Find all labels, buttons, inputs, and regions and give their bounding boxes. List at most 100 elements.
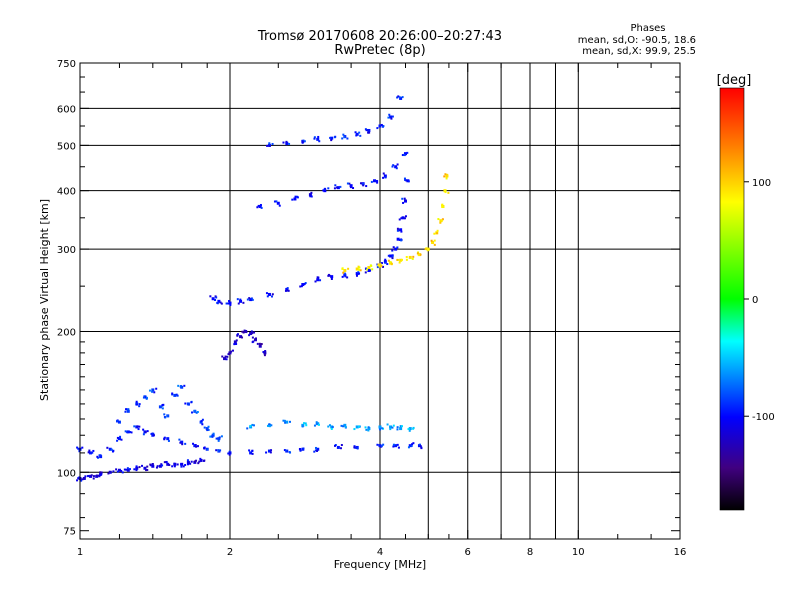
data-point-jitter <box>376 266 379 269</box>
data-point-jitter <box>358 268 361 271</box>
data-point-jitter <box>301 140 304 143</box>
data-point-jitter <box>353 445 356 448</box>
data-point-jitter <box>196 445 199 448</box>
data-point-jitter <box>317 276 320 279</box>
data-point-jitter <box>212 432 215 435</box>
data-point <box>239 299 243 303</box>
data-point-jitter <box>391 426 394 429</box>
data-point-jitter <box>142 396 145 399</box>
data-point-jitter <box>440 219 443 222</box>
data-point <box>408 444 412 448</box>
data-point-jitter <box>304 282 307 285</box>
data-point-jitter <box>176 394 179 397</box>
data-point <box>373 179 377 183</box>
data-point-jitter <box>266 424 269 427</box>
data-point-jitter <box>251 298 254 301</box>
data-point-jitter <box>305 424 308 427</box>
data-point-jitter <box>218 436 221 439</box>
data-point-jitter <box>339 185 342 188</box>
data-point-jitter <box>243 329 246 332</box>
data-point-jitter <box>173 465 176 468</box>
data-point <box>135 466 139 470</box>
data-point <box>330 136 334 140</box>
data-point-jitter <box>92 449 95 452</box>
data-point <box>378 264 382 268</box>
data-point-jitter <box>367 426 370 429</box>
data-point-jitter <box>161 407 164 410</box>
x-tick-label: 16 <box>674 547 687 558</box>
data-point-jitter <box>231 349 234 352</box>
data-point-jitter <box>444 189 447 192</box>
data-point-jitter <box>164 416 167 419</box>
data-point-jitter <box>388 113 391 116</box>
data-point-jitter <box>124 430 127 433</box>
data-point-jitter <box>236 333 239 336</box>
data-point-jitter <box>195 445 198 448</box>
data-point-jitter <box>310 191 313 194</box>
data-point <box>378 425 382 429</box>
x-tick-label: 6 <box>465 547 471 558</box>
data-point-jitter <box>125 468 128 471</box>
data-point <box>99 455 103 459</box>
data-point-jitter <box>260 206 263 209</box>
data-point-jitter <box>246 298 249 301</box>
data-point-jitter <box>314 449 317 452</box>
data-point-jitter <box>282 141 285 144</box>
data-point-jitter <box>148 389 151 392</box>
data-point-jitter <box>146 468 149 471</box>
data-point-jitter <box>301 425 304 428</box>
data-point-jitter <box>215 296 218 299</box>
data-point-jitter <box>444 173 447 176</box>
data-point-jitter <box>149 463 152 466</box>
data-point-jitter <box>404 199 407 202</box>
x-tick-label: 8 <box>527 547 533 558</box>
data-point-jitter <box>433 232 436 235</box>
data-point-jitter <box>180 463 183 466</box>
data-point-jitter <box>396 246 399 249</box>
data-point-jitter <box>319 279 322 282</box>
data-point-jitter <box>201 418 204 421</box>
data-point-jitter <box>178 438 181 441</box>
data-point-jitter <box>346 137 349 140</box>
data-point-jitter <box>138 425 141 428</box>
data-point-jitter <box>184 463 187 466</box>
data-point <box>389 254 393 258</box>
data-point-jitter <box>399 425 402 428</box>
data-point-jitter <box>250 330 253 333</box>
data-point <box>336 186 340 190</box>
data-point <box>158 464 162 468</box>
data-point-jitter <box>220 302 223 305</box>
data-point-jitter <box>389 428 392 431</box>
phase-box-x-line: mean, sd,X: 99.9, 25.5 <box>582 46 696 57</box>
x-tick-label: 10 <box>572 547 585 558</box>
data-point-jitter <box>410 444 413 447</box>
data-point <box>249 298 253 302</box>
data-point-jitter <box>151 463 154 466</box>
data-point-jitter <box>84 475 87 478</box>
y-tick-label: 400 <box>57 187 76 198</box>
data-point <box>205 427 209 431</box>
data-point <box>199 458 203 462</box>
data-point-jitter <box>135 400 138 403</box>
data-point-jitter <box>288 451 291 454</box>
data-point-jitter <box>397 95 400 98</box>
data-point-jitter <box>390 262 393 265</box>
data-point-jitter <box>369 264 372 267</box>
data-point-jitter <box>99 471 102 474</box>
data-point-jitter <box>256 206 259 209</box>
data-point-jitter <box>146 430 149 433</box>
data-point-jitter <box>317 135 320 138</box>
data-point-jitter <box>341 275 344 278</box>
data-point-jitter <box>437 218 440 221</box>
data-point-jitter <box>353 428 356 431</box>
data-point-jitter <box>379 428 382 431</box>
data-point-jitter <box>396 426 399 429</box>
data-point-jitter <box>364 271 367 274</box>
data-point <box>166 437 170 441</box>
colorbar <box>719 87 745 511</box>
data-point-jitter <box>145 469 148 472</box>
data-point-jitter <box>186 459 189 462</box>
data-point <box>228 301 232 305</box>
data-point-jitter <box>298 448 301 451</box>
data-point <box>378 444 382 448</box>
